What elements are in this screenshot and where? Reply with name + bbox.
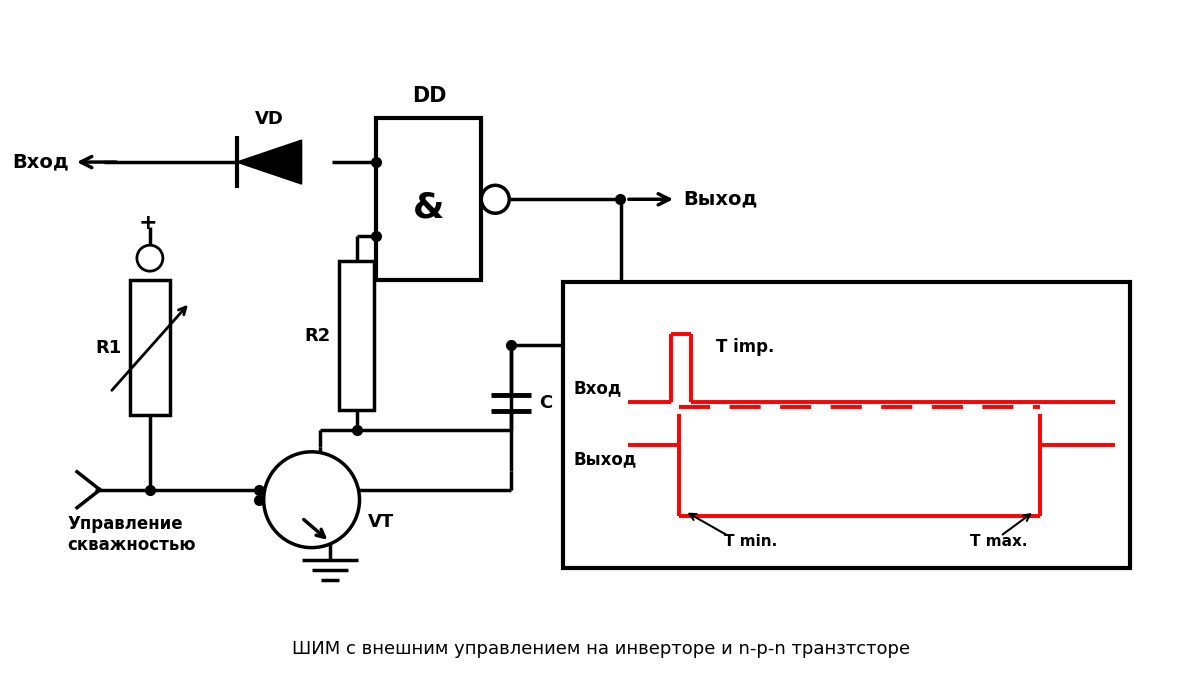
Text: +: +	[138, 213, 157, 233]
Circle shape	[481, 185, 509, 214]
Text: T max.: T max.	[971, 534, 1028, 549]
Text: T min.: T min.	[724, 534, 778, 549]
Text: R1: R1	[96, 339, 122, 357]
Text: VD: VD	[254, 110, 283, 128]
Bar	[130, 280, 170, 415]
Text: T imp.: T imp.	[716, 339, 774, 357]
Text: Выход: Выход	[574, 450, 636, 468]
Text: Управление
скважностью: Управление скважностью	[67, 514, 196, 554]
Bar	[377, 119, 481, 280]
Circle shape	[137, 245, 163, 271]
Text: Вход: Вход	[12, 153, 70, 172]
Text: &: &	[413, 191, 445, 224]
Text: C: C	[539, 394, 552, 412]
Text: VT: VT	[367, 513, 394, 530]
Text: Вход: Вход	[574, 379, 622, 397]
Bar	[338, 262, 374, 410]
Text: Выход: Выход	[683, 190, 757, 209]
Bar	[563, 282, 1130, 567]
Text: DD: DD	[412, 87, 446, 106]
Circle shape	[264, 452, 360, 548]
Polygon shape	[236, 140, 301, 184]
Text: R2: R2	[305, 327, 330, 345]
Text: ШИМ с внешним управлением на инверторе и n-p-n транзтсторе: ШИМ с внешним управлением на инверторе и…	[292, 641, 910, 658]
